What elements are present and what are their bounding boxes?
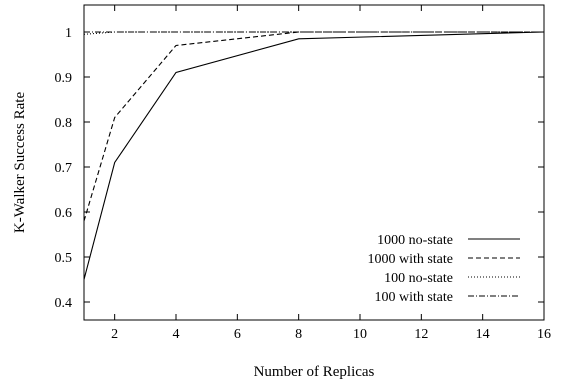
plot-frame [83,4,545,321]
y-tick-label: 0.9 [55,71,73,86]
x-tick-label: 14 [476,327,490,342]
x-tick-label: 10 [353,327,367,342]
x-tick-label: 12 [414,327,428,342]
x-tick-label: 16 [537,327,551,342]
legend-label: 1000 with state [367,252,453,267]
legend-label: 100 with state [374,290,453,305]
legend-label: 100 no-state [384,271,453,286]
y-tick-label: 0.7 [55,161,73,176]
series-layer [83,31,545,280]
x-axis-label: Number of Replicas [254,364,375,380]
x-tick-label: 6 [234,327,241,342]
y-tick-label: 1 [65,26,72,41]
y-tick-label: 0.8 [55,116,73,131]
y-tick-label: 0.6 [55,206,73,221]
y-axis-label: K-Walker Success Rate [12,92,28,234]
y-tick-label: 0.5 [55,251,73,266]
x-tick-label: 2 [111,327,118,342]
y-tick-label: 0.4 [55,296,73,311]
series-line-1 [83,31,545,280]
axis-ticks: 2 4 6 8 10 12 14 16 0.4 0.5 0.6 0.7 0.8 0.9 1 [55,5,551,342]
x-tick-label: 4 [173,327,180,342]
legend: 1000 no-state 1000 with state 100 no-state… [367,233,520,305]
x-tick-label: 8 [295,327,302,342]
legend-label: 1000 no-state [377,233,453,248]
series-line-2 [83,31,544,222]
